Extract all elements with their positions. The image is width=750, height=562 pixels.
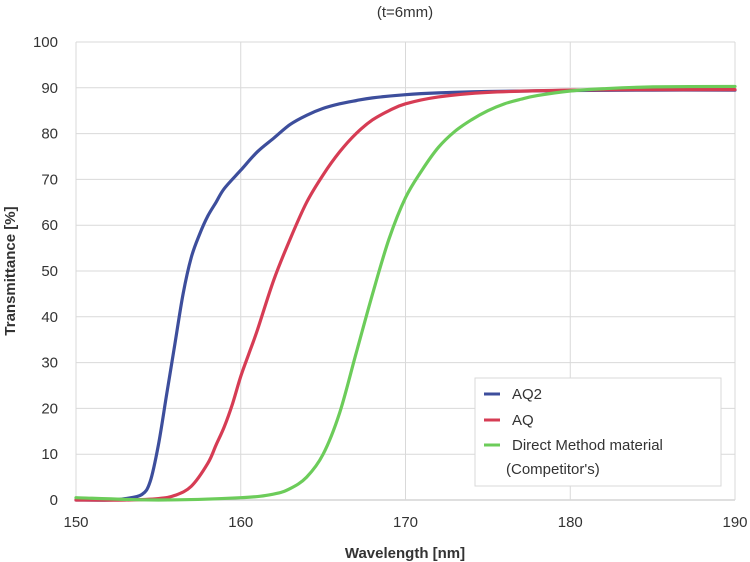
legend-label-direct-method: Direct Method material <box>512 437 663 454</box>
y-tick-label: 20 <box>41 400 58 417</box>
legend-label-aq: AQ <box>512 412 534 429</box>
y-tick-label: 80 <box>41 126 58 143</box>
x-tick-label: 160 <box>228 514 253 531</box>
y-tick-label: 50 <box>41 263 58 280</box>
series-line-aq2 <box>74 88 737 502</box>
y-tick-label: 30 <box>41 355 58 372</box>
y-tick-label: 10 <box>41 446 58 463</box>
legend-box <box>474 377 722 487</box>
y-tick-label: 40 <box>41 309 58 326</box>
legend: AQ2 AQ Direct Method material (Competito… <box>474 377 722 487</box>
x-tick-label: 170 <box>393 514 418 531</box>
legend-note-competitor: (Competitor's) <box>506 461 600 478</box>
y-tick-label: 90 <box>41 80 58 97</box>
y-tick-label: 0 <box>50 492 58 509</box>
x-tick-label: 180 <box>558 514 583 531</box>
x-axis-title: Wavelength [nm] <box>345 545 465 562</box>
series-lines <box>74 84 737 502</box>
y-tick-label: 70 <box>41 171 58 188</box>
series-line-aq <box>74 87 737 502</box>
grid <box>75 41 736 501</box>
chart-title: (t=6mm) <box>377 4 433 21</box>
series-line-direct-method-material <box>74 84 737 502</box>
y-tick-label: 60 <box>41 217 58 234</box>
x-tick-label: 150 <box>63 514 88 531</box>
x-tick-label: 190 <box>722 514 747 531</box>
y-axis-title: Transmittance [%] <box>2 206 19 335</box>
y-tick-label: 100 <box>33 34 58 51</box>
legend-label-aq2: AQ2 <box>512 386 542 403</box>
tick-labels: 0 10 20 30 40 50 60 70 80 90 100 150 160 170 180 190 <box>33 34 748 531</box>
